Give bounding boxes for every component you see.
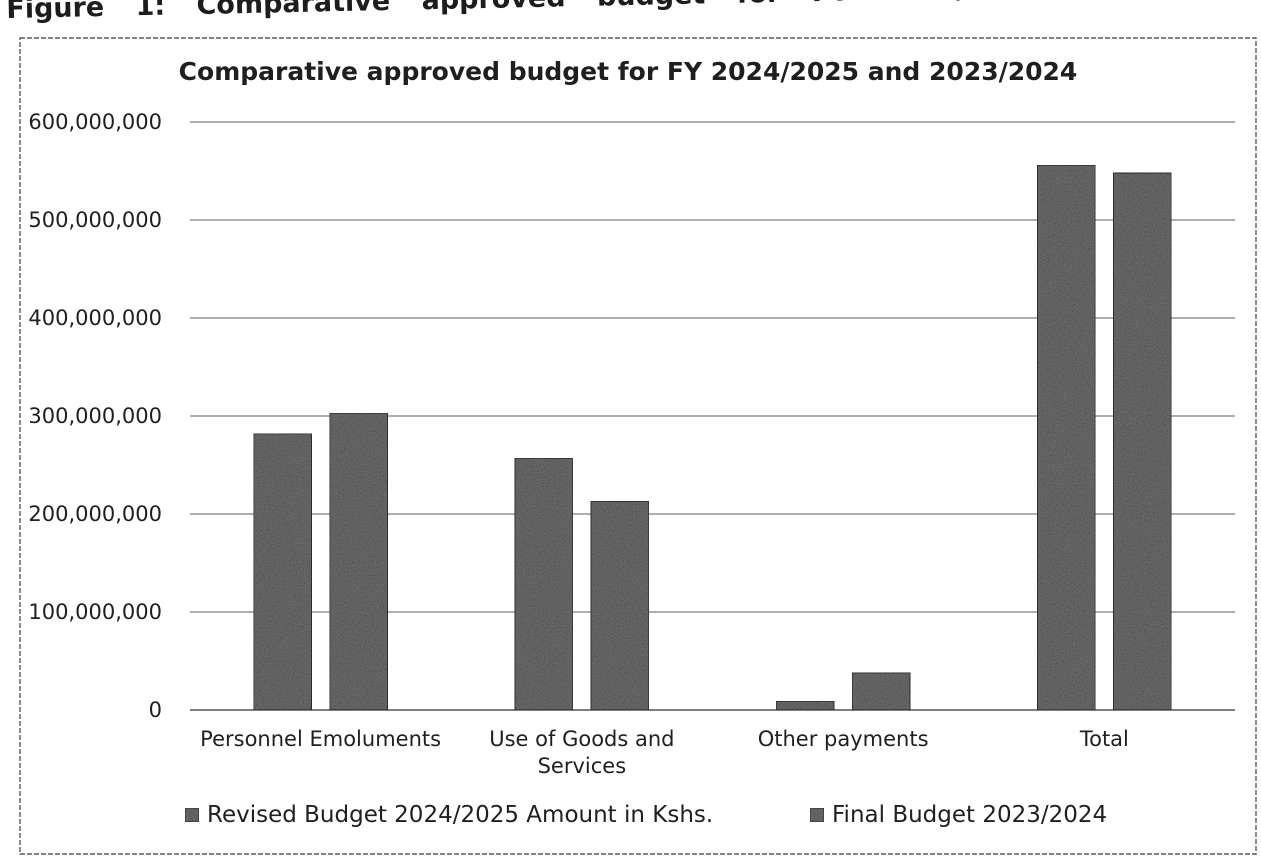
bar-revised-2024-2025 <box>253 433 313 711</box>
bar-revised-2024-2025 <box>775 700 835 711</box>
legend-swatch <box>184 807 200 823</box>
x-category-label: Other payments <box>758 727 929 751</box>
legend-label: Revised Budget 2024/2025 Amount in Kshs. <box>207 802 713 828</box>
bars <box>253 164 1172 711</box>
y-tick-label: 200,000,000 <box>28 502 162 526</box>
bar-final-2023-2024 <box>329 412 389 711</box>
legend-swatch <box>809 807 825 823</box>
x-category-label: Use of Goods and Services <box>489 727 674 778</box>
y-tick-label: 300,000,000 <box>28 404 162 428</box>
y-tick-label: 600,000,000 <box>28 110 162 134</box>
bar-final-2023-2024 <box>1112 172 1172 711</box>
y-tick-label: 0 <box>149 698 162 722</box>
x-category-label: Personnel Emoluments <box>200 727 441 751</box>
y-axis-tick-labels: 0 100,000,000 200,000,000 300,000,000 400,00… <box>28 110 162 722</box>
y-tick-label: 500,000,000 <box>28 208 162 232</box>
chart-title: Comparative approved budget for FY 2024/… <box>179 57 1078 86</box>
bar-revised-2024-2025 <box>1036 164 1096 711</box>
y-tick-label: 400,000,000 <box>28 306 162 330</box>
legend: Revised Budget 2024/2025 Amount in Kshs.… <box>184 802 1107 828</box>
x-category-label: Total <box>1079 727 1129 751</box>
x-axis-category-labels: Personnel Emoluments Use of Goods and Serv… <box>200 727 1129 778</box>
chart-frame <box>19 37 1257 855</box>
bar-revised-2024-2025 <box>514 457 574 711</box>
y-tick-label: 100,000,000 <box>28 600 162 624</box>
legend-label: Final Budget 2023/2024 <box>832 802 1107 828</box>
bar-final-2023-2024 <box>851 672 911 711</box>
bar-final-2023-2024 <box>590 500 650 711</box>
